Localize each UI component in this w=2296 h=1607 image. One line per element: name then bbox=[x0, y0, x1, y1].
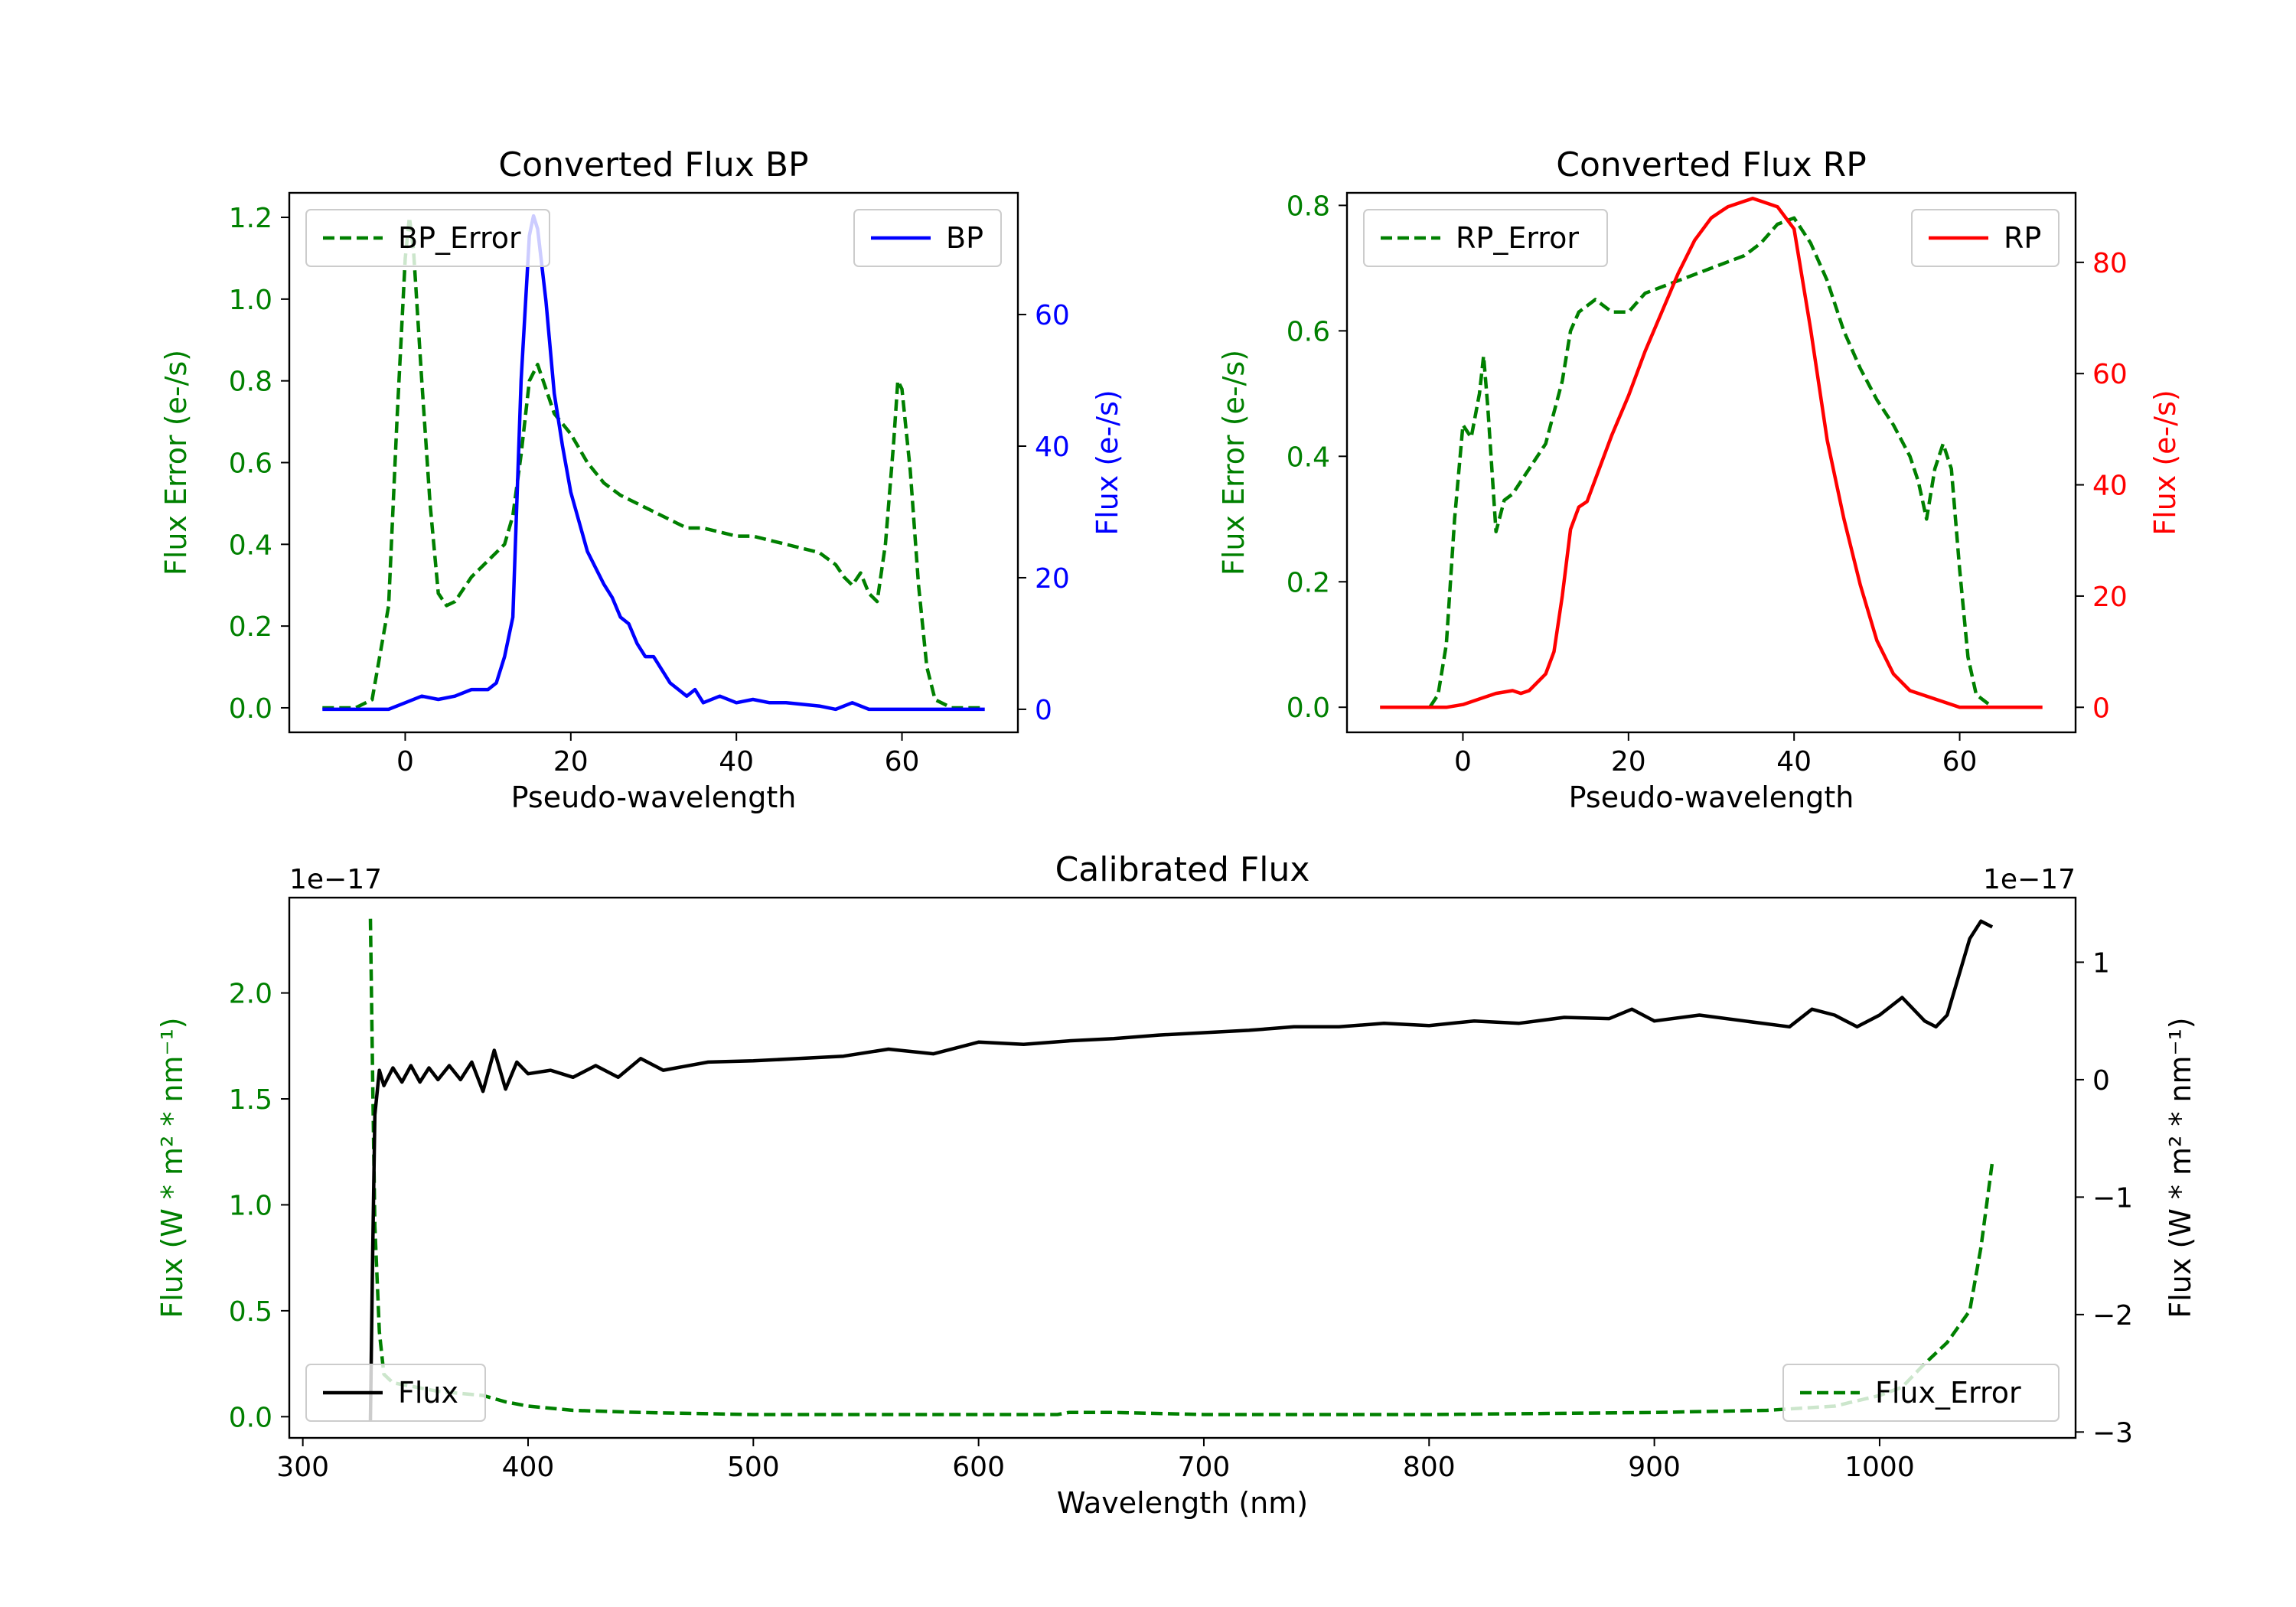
legend-label: RP bbox=[2004, 221, 2041, 255]
y-right-tick-label: 40 bbox=[1035, 432, 1070, 463]
x-tick-label: 1000 bbox=[1844, 1452, 1915, 1483]
y-right-tick-label: 1 bbox=[2092, 947, 2110, 979]
y-left-tick-label: 0.4 bbox=[229, 530, 272, 561]
y-left-axis-label: Flux Error (e-/s) bbox=[1217, 350, 1251, 575]
y-right-offset-text: 1e−17 bbox=[1983, 864, 2076, 895]
legend-label: BP_Error bbox=[398, 221, 521, 255]
legend-bp-error: BP_Error bbox=[305, 209, 550, 267]
y-right-axis-label: Flux (e-/s) bbox=[2148, 390, 2182, 535]
x-tick-label: 600 bbox=[952, 1452, 1005, 1483]
legend-label: Flux_Error bbox=[1875, 1376, 2021, 1410]
series-line-rp-error bbox=[1380, 216, 2043, 709]
y-right-tick-label: −2 bbox=[2092, 1300, 2133, 1332]
y-left-tick-label: 1.2 bbox=[229, 203, 272, 234]
y-left-offset-text: 1e−17 bbox=[289, 864, 382, 895]
x-tick-label: 500 bbox=[727, 1452, 780, 1483]
y-left-tick-label: 0.0 bbox=[229, 693, 272, 725]
y-left-tick-label: 0.6 bbox=[1287, 316, 1330, 347]
legend-box bbox=[1363, 209, 1608, 267]
x-tick-label: 0 bbox=[1454, 746, 1472, 777]
y-left-tick-label: 0.5 bbox=[229, 1296, 272, 1328]
y-left-tick-label: 1.5 bbox=[229, 1084, 272, 1116]
legend-box bbox=[1782, 1364, 2060, 1422]
axes-frame bbox=[288, 896, 2077, 1439]
x-tick-label: 400 bbox=[502, 1452, 555, 1483]
y-left-tick-label: 2.0 bbox=[229, 979, 272, 1010]
x-tick-label: 60 bbox=[1942, 746, 1978, 777]
x-tick-label: 800 bbox=[1403, 1452, 1456, 1483]
x-tick-label: 60 bbox=[885, 746, 920, 777]
x-axis-label: Pseudo-wavelength bbox=[1569, 781, 1854, 814]
x-tick-label: 20 bbox=[553, 746, 589, 777]
chart-title: Converted Flux BP bbox=[498, 145, 808, 184]
y-right-tick-label: 80 bbox=[2092, 248, 2128, 279]
y-left-tick-label: 0.8 bbox=[229, 367, 272, 398]
x-tick-label: 700 bbox=[1178, 1452, 1231, 1483]
chart-1: 0 20 40 60 0.0 0.2 0.4 0.6 0.8 1.0 1.2 0 20 40 60 Conve… bbox=[159, 145, 1124, 814]
legend-box bbox=[305, 1364, 486, 1422]
x-tick-label: 900 bbox=[1628, 1452, 1681, 1483]
legend-flux-error: Flux_Error bbox=[1782, 1364, 2060, 1422]
y-left-tick-label: 1.0 bbox=[229, 285, 272, 316]
y-right-tick-label: 0 bbox=[2092, 693, 2110, 724]
y-right-tick-label: 20 bbox=[1035, 563, 1070, 595]
x-tick-label: 300 bbox=[276, 1452, 329, 1483]
series-line-flux bbox=[368, 919, 1994, 1421]
axes-frame bbox=[1345, 191, 2077, 734]
y-left-tick-label: 0.0 bbox=[1287, 693, 1330, 724]
axes-frame bbox=[288, 191, 1019, 734]
x-tick-label: 40 bbox=[719, 746, 754, 777]
series-line-rp bbox=[1380, 197, 2043, 709]
y-left-tick-label: 1.0 bbox=[229, 1190, 272, 1221]
legend-flux: Flux bbox=[305, 1364, 486, 1422]
y-right-tick-label: 40 bbox=[2092, 471, 2128, 502]
x-tick-label: 40 bbox=[1776, 746, 1812, 777]
y-right-tick-label: 20 bbox=[2092, 582, 2128, 613]
x-tick-label: 0 bbox=[396, 746, 414, 777]
x-axis-label: Wavelength (nm) bbox=[1057, 1486, 1308, 1520]
y-right-axis-label: Flux (W * m² * nm⁻¹) bbox=[2164, 1017, 2197, 1318]
y-left-tick-label: 0.8 bbox=[1287, 191, 1330, 222]
y-right-tick-label: 60 bbox=[1035, 300, 1070, 331]
chart-2: 0 20 40 60 0.0 0.2 0.4 0.6 0.8 0 20 40 60 80 Converted… bbox=[1217, 145, 2182, 814]
y-right-tick-label: 60 bbox=[2092, 359, 2128, 390]
chart-title: Calibrated Flux bbox=[1055, 850, 1310, 889]
legend-rp-error: RP_Error bbox=[1363, 209, 1608, 267]
y-right-tick-label: 0 bbox=[1035, 695, 1052, 726]
legend-label: RP_Error bbox=[1456, 221, 1579, 255]
legend-bp: BP bbox=[853, 209, 1002, 267]
y-left-axis-label: Flux (W * m² * nm⁻¹) bbox=[155, 1017, 189, 1318]
legend-box bbox=[305, 209, 550, 267]
y-left-axis-label: Flux Error (e-/s) bbox=[159, 350, 193, 575]
y-left-tick-label: 0.6 bbox=[229, 448, 272, 480]
chart-title: Converted Flux RP bbox=[1556, 145, 1867, 184]
y-left-tick-label: 0.2 bbox=[229, 611, 272, 643]
x-axis-label: Pseudo-wavelength bbox=[511, 781, 797, 814]
y-right-tick-label: −1 bbox=[2092, 1182, 2133, 1214]
y-right-tick-label: 0 bbox=[2092, 1065, 2110, 1097]
y-left-tick-label: 0.0 bbox=[229, 1402, 272, 1433]
legend-label: BP bbox=[946, 221, 983, 255]
y-right-tick-label: −3 bbox=[2092, 1417, 2133, 1449]
legend-rp: RP bbox=[1911, 209, 2060, 267]
series-line-bp bbox=[322, 214, 985, 712]
y-left-tick-label: 0.2 bbox=[1287, 567, 1330, 598]
y-left-tick-label: 0.4 bbox=[1287, 442, 1330, 473]
x-tick-label: 20 bbox=[1611, 746, 1646, 777]
legend-label: Flux bbox=[398, 1376, 458, 1410]
y-right-axis-label: Flux (e-/s) bbox=[1091, 390, 1124, 535]
series-line-bp-error bbox=[322, 215, 985, 710]
series-line-flux-error bbox=[368, 918, 1994, 1416]
chart-3: 300 400 500 600 700 800 900 1000 0.0 0.5 1.0 1.5 2.0… bbox=[155, 850, 2197, 1520]
